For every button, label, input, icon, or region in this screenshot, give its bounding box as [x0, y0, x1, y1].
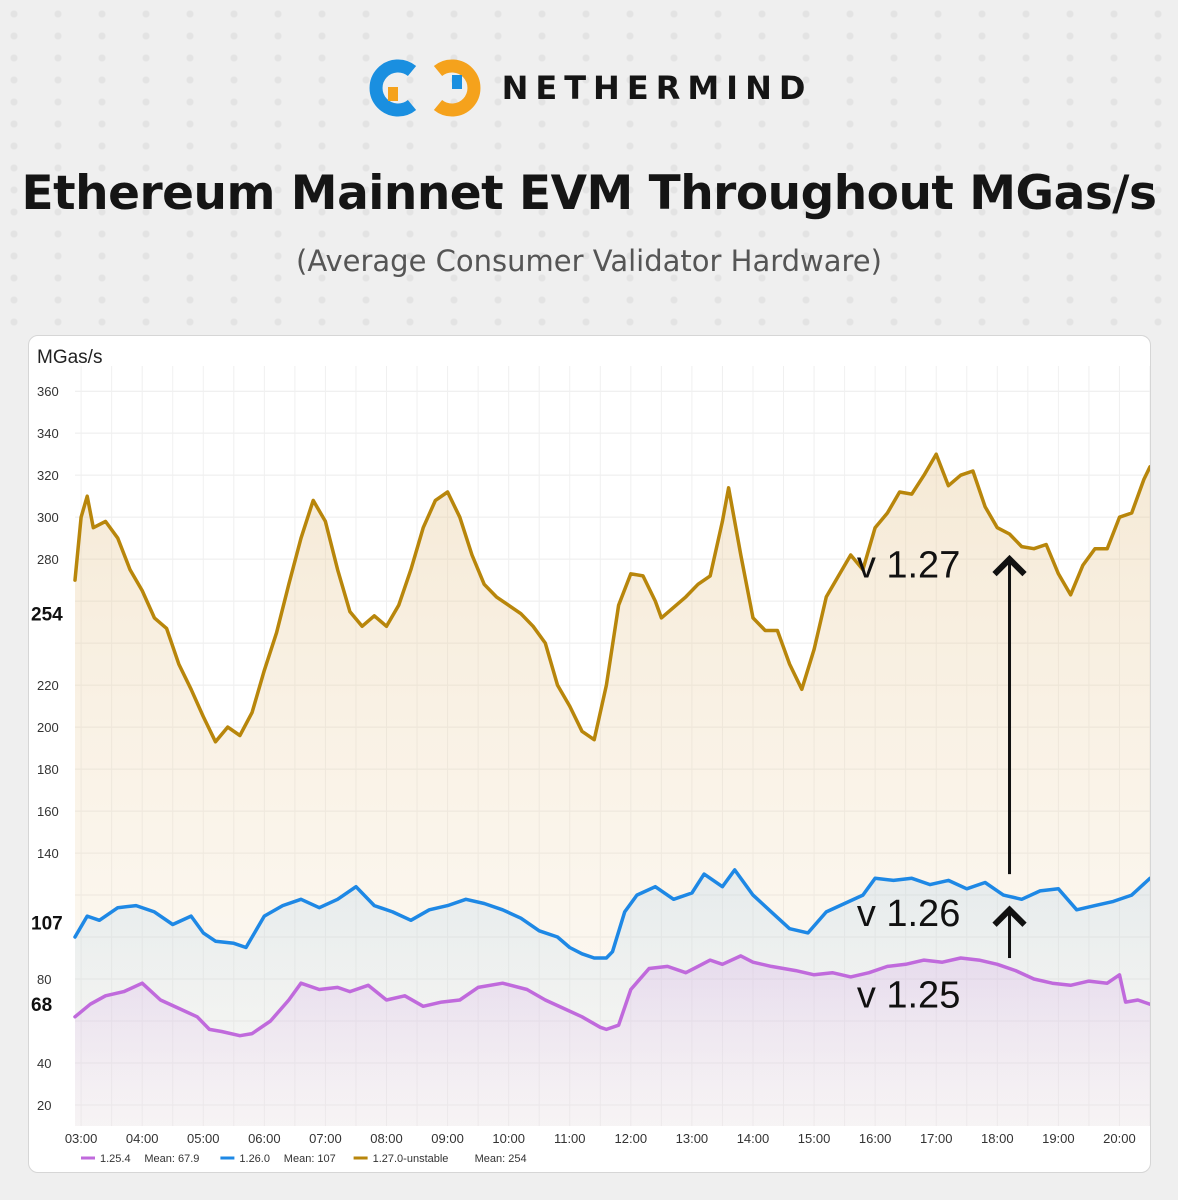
series-line-1.25.4 — [73, 954, 1150, 1038]
x-tick-label: 12:00 — [615, 1131, 648, 1146]
series-area-1.25.4 — [75, 955, 1150, 1126]
page-subtitle: (Average Consumer Validator Hardware) — [296, 244, 882, 278]
series-lines — [73, 452, 1150, 1038]
y-tick-label: 80 — [37, 972, 51, 987]
legend-series-name: 1.27.0-unstable — [373, 1153, 449, 1165]
x-tick-label: 09:00 — [431, 1131, 464, 1146]
y-tick-label: 140 — [37, 846, 59, 861]
x-tick-label: 08:00 — [370, 1131, 403, 1146]
y-tick-label: 300 — [37, 510, 59, 525]
x-tick-label: 04:00 — [126, 1131, 159, 1146]
mean-marker-label: 68 — [31, 995, 52, 1016]
x-tick-label: 07:00 — [309, 1131, 342, 1146]
annotations: v 1.27 v 1.26 v 1.25 — [857, 544, 1027, 1017]
y-tick-label: 340 — [37, 426, 59, 441]
series-line-1.27.0-unstable — [73, 452, 1150, 744]
background-pattern — [0, 0, 1178, 330]
brand-header: NETHERMIND — [0, 56, 1178, 120]
y-tick-label: 220 — [37, 678, 59, 693]
y-tick-label: 200 — [37, 720, 59, 735]
y-tick-label: 20 — [37, 1098, 51, 1113]
x-tick-label: 03:00 — [65, 1131, 98, 1146]
x-tick-label: 15:00 — [798, 1131, 831, 1146]
legend: 1.25.4 Mean: 67.9 1.26.0 Mean: 107 1.27.0-un… — [81, 1153, 527, 1165]
y-axis-label: MGas/s — [37, 347, 102, 368]
legend-series-mean: Mean: 107 — [284, 1153, 336, 1165]
x-tick-label: 06:00 — [248, 1131, 281, 1146]
y-tick-label: 360 — [37, 384, 59, 399]
series-areas — [75, 454, 1150, 1126]
x-tick-label: 18:00 — [981, 1131, 1014, 1146]
x-tick-label: 19:00 — [1042, 1131, 1075, 1146]
series-line-1.26.0 — [73, 868, 1150, 960]
x-tick-label: 20:00 — [1103, 1131, 1136, 1146]
x-tick-label: 13:00 — [676, 1131, 709, 1146]
axes: MGas/s 20 40 80 140 160 180 200 220 280 300 320 340… — [31, 347, 1136, 1146]
y-tick-label: 180 — [37, 762, 59, 777]
mean-marker-label: 107 — [31, 913, 63, 934]
y-tick-label: 280 — [37, 552, 59, 567]
x-tick-label: 17:00 — [920, 1131, 953, 1146]
legend-series-mean: Mean: 67.9 — [144, 1153, 199, 1165]
x-tick-label: 10:00 — [492, 1131, 525, 1146]
legend-series-name: 1.25.4 — [100, 1153, 131, 1165]
y-tick-label: 40 — [37, 1056, 51, 1071]
x-tick-label: 05:00 — [187, 1131, 220, 1146]
page-title: Ethereum Mainnet EVM Throughout MGas/s — [21, 166, 1157, 221]
x-tick-label: 16:00 — [859, 1131, 892, 1146]
brand-name: NETHERMIND — [501, 69, 813, 107]
version-annotation: v 1.26 — [857, 893, 961, 935]
y-tick-label: 320 — [37, 468, 59, 483]
nethermind-logo-icon — [369, 59, 481, 117]
throughput-chart: v 1.27 v 1.26 v 1.25 MGas/s 20 40 80 140 160 18… — [31, 347, 1150, 1165]
y-tick-label: 160 — [37, 804, 59, 819]
chart-card: v 1.27 v 1.26 v 1.25 MGas/s 20 40 80 140 160 18… — [28, 335, 1151, 1173]
x-tick-label: 14:00 — [737, 1131, 770, 1146]
legend-series-name: 1.26.0 — [239, 1153, 270, 1165]
version-annotation: v 1.25 — [857, 975, 961, 1017]
mean-marker-label: 254 — [31, 605, 63, 626]
x-tick-label: 11:00 — [554, 1131, 586, 1146]
legend-series-mean: Mean: 254 — [475, 1153, 527, 1165]
version-annotation: v 1.27 — [857, 544, 961, 586]
